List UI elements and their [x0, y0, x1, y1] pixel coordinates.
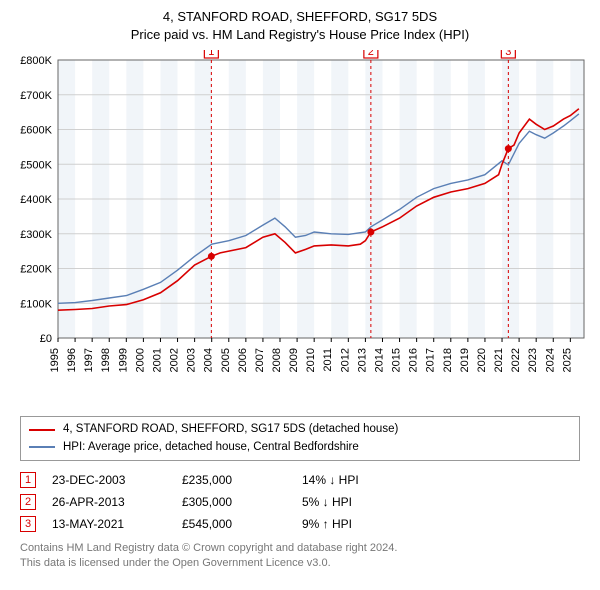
- x-tick-label: 2015: [391, 348, 403, 372]
- x-tick-label: 1998: [100, 348, 112, 372]
- y-tick-label: £700K: [20, 90, 52, 102]
- x-tick-label: 2008: [271, 348, 283, 372]
- title-line-1: 4, STANFORD ROAD, SHEFFORD, SG17 5DS: [10, 8, 590, 26]
- y-tick-label: £100K: [20, 299, 52, 311]
- x-tick-label: 2006: [237, 348, 249, 372]
- record-price: £545,000: [182, 517, 302, 531]
- record-row: 1 23-DEC-2003 £235,000 14% ↓ HPI: [20, 469, 580, 491]
- record-row: 2 26-APR-2013 £305,000 5% ↓ HPI: [20, 491, 580, 513]
- x-tick-label: 2003: [186, 348, 198, 372]
- x-tick-label: 2014: [373, 348, 385, 372]
- legend-swatch-blue: [29, 446, 55, 448]
- y-tick-label: £200K: [20, 264, 52, 276]
- x-tick-label: 2024: [544, 348, 556, 372]
- legend-swatch-red: [29, 429, 55, 431]
- marker-dot: [367, 229, 374, 236]
- x-tick-label: 2022: [510, 348, 522, 372]
- x-tick-label: 2020: [476, 348, 488, 372]
- footer-line-1: Contains HM Land Registry data © Crown c…: [20, 541, 580, 556]
- chart-title-block: 4, STANFORD ROAD, SHEFFORD, SG17 5DS Pri…: [10, 8, 590, 44]
- legend-row-property: 4, STANFORD ROAD, SHEFFORD, SG17 5DS (de…: [29, 421, 571, 438]
- x-tick-label: 2017: [425, 348, 437, 372]
- x-tick-label: 2011: [322, 348, 334, 372]
- x-tick-label: 2010: [305, 348, 317, 372]
- x-tick-label: 2004: [203, 348, 215, 372]
- records-table: 1 23-DEC-2003 £235,000 14% ↓ HPI 2 26-AP…: [20, 469, 580, 535]
- x-tick-label: 1996: [66, 348, 78, 372]
- footer-line-2: This data is licensed under the Open Gov…: [20, 556, 580, 571]
- y-tick-label: £800K: [20, 55, 52, 67]
- footer-note: Contains HM Land Registry data © Crown c…: [20, 541, 580, 572]
- marker-label: 2: [368, 50, 374, 58]
- x-tick-label: 1999: [117, 348, 129, 372]
- x-tick-label: 2025: [561, 348, 573, 372]
- record-date: 13-MAY-2021: [52, 517, 182, 531]
- x-tick-label: 2005: [220, 348, 232, 372]
- record-price: £305,000: [182, 495, 302, 509]
- record-row: 3 13-MAY-2021 £545,000 9% ↑ HPI: [20, 513, 580, 535]
- x-tick-label: 2001: [151, 348, 163, 372]
- y-tick-label: £500K: [20, 160, 52, 172]
- x-tick-label: 2016: [408, 348, 420, 372]
- record-date: 26-APR-2013: [52, 495, 182, 509]
- record-marker-icon: 3: [20, 516, 36, 532]
- record-delta: 9% ↑ HPI: [302, 517, 422, 531]
- y-tick-label: £0: [40, 333, 52, 345]
- x-tick-label: 2021: [493, 348, 505, 372]
- legend-row-hpi: HPI: Average price, detached house, Cent…: [29, 439, 571, 456]
- legend-box: 4, STANFORD ROAD, SHEFFORD, SG17 5DS (de…: [20, 416, 580, 461]
- x-tick-label: 1995: [49, 348, 61, 372]
- x-tick-label: 1997: [83, 348, 95, 372]
- marker-label: 1: [208, 50, 214, 58]
- marker-dot: [208, 253, 215, 260]
- line-chart-svg: £0 £100K £200K £300K £400K £500K £600K £700K £80…: [10, 50, 590, 410]
- marker-dot: [505, 145, 512, 152]
- x-tick-label: 2023: [527, 348, 539, 372]
- y-tick-label: £600K: [20, 125, 52, 137]
- record-marker-icon: 2: [20, 494, 36, 510]
- x-tick-label: 2013: [356, 348, 368, 372]
- x-tick-label: 2002: [169, 348, 181, 372]
- record-delta: 14% ↓ HPI: [302, 473, 422, 487]
- x-tick-label: 2009: [288, 348, 300, 372]
- x-tick-label: 2018: [442, 348, 454, 372]
- x-tick-label: 2019: [459, 348, 471, 372]
- record-date: 23-DEC-2003: [52, 473, 182, 487]
- record-marker-icon: 1: [20, 472, 36, 488]
- chart-area: £0 £100K £200K £300K £400K £500K £600K £700K £80…: [10, 50, 590, 410]
- title-line-2: Price paid vs. HM Land Registry's House …: [10, 26, 590, 44]
- x-tick-label: 2000: [134, 348, 146, 372]
- legend-label-property: 4, STANFORD ROAD, SHEFFORD, SG17 5DS (de…: [63, 421, 398, 438]
- legend-label-hpi: HPI: Average price, detached house, Cent…: [63, 439, 359, 456]
- x-tick-label: 2007: [254, 348, 266, 372]
- record-delta: 5% ↓ HPI: [302, 495, 422, 509]
- y-tick-label: £400K: [20, 194, 52, 206]
- marker-label: 3: [505, 50, 511, 58]
- record-price: £235,000: [182, 473, 302, 487]
- x-tick-label: 2012: [339, 348, 351, 372]
- y-tick-label: £300K: [20, 229, 52, 241]
